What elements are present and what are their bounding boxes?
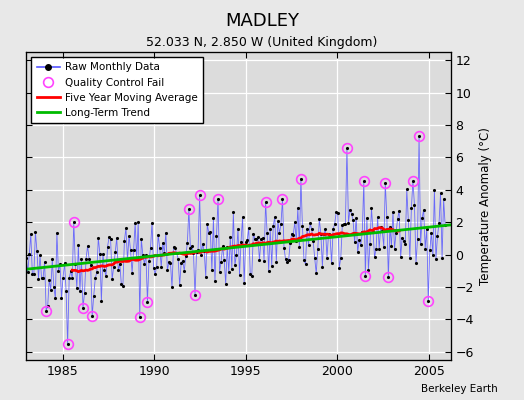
Text: Berkeley Earth: Berkeley Earth <box>421 384 498 394</box>
Y-axis label: Temperature Anomaly (°C): Temperature Anomaly (°C) <box>479 127 493 285</box>
Text: 52.033 N, 2.850 W (United Kingdom): 52.033 N, 2.850 W (United Kingdom) <box>146 36 378 49</box>
Legend: Raw Monthly Data, Quality Control Fail, Five Year Moving Average, Long-Term Tren: Raw Monthly Data, Quality Control Fail, … <box>31 57 203 123</box>
Text: MADLEY: MADLEY <box>225 12 299 30</box>
